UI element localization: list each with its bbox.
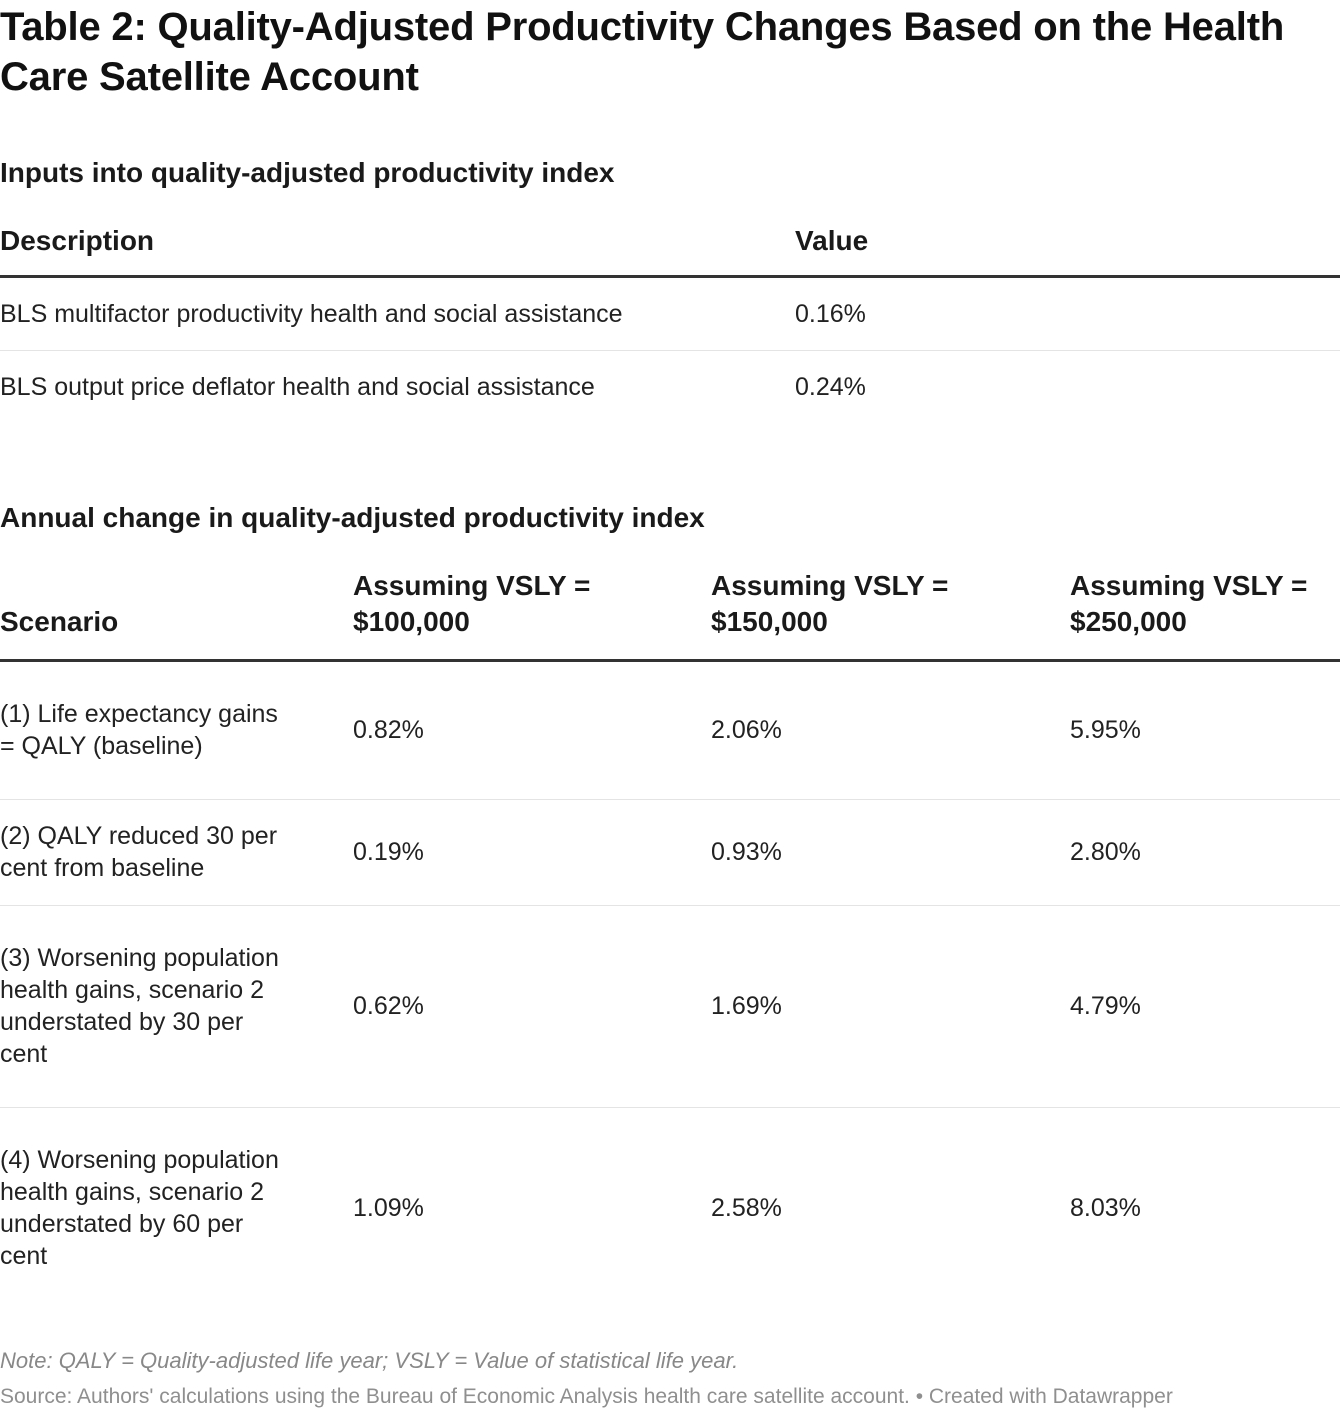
description-cell: BLS output price deflator health and soc… bbox=[0, 373, 595, 402]
table-header-row: Scenario Assuming VSLY = $100,000 Assumi… bbox=[0, 568, 1340, 662]
scenario-label: (4) Worsening population health gains, s… bbox=[0, 1146, 279, 1271]
scenario-cell: (4) Worsening population health gains, s… bbox=[0, 1107, 353, 1309]
inputs-table: Description Value BLS multifactor produc… bbox=[0, 222, 1340, 424]
value-cell: 0.93% bbox=[711, 799, 1070, 906]
description-cell: BLS multifactor productivity health and … bbox=[0, 276, 795, 351]
column-header-value: Value bbox=[795, 222, 1340, 278]
source-credit: Source: Authors' calculations using the … bbox=[0, 1385, 1173, 1408]
table-note: Note: QALY = Quality-adjusted life year;… bbox=[0, 1348, 739, 1373]
value-cell: 0.24% bbox=[795, 373, 866, 402]
column-header-scenario: Scenario bbox=[0, 568, 353, 662]
inputs-table-heading: Inputs into quality-adjusted productivit… bbox=[0, 157, 615, 188]
column-header-label: Assuming VSLY = $250,000 bbox=[1070, 570, 1308, 637]
scenario-cell: (3) Worsening population health gains, s… bbox=[0, 905, 353, 1108]
column-header-label: Assuming VSLY = $150,000 bbox=[711, 570, 949, 637]
column-header-description: Description bbox=[0, 222, 795, 278]
annual-change-table: Scenario Assuming VSLY = $100,000 Assumi… bbox=[0, 568, 1340, 1309]
table-row: (1) Life expectancy gains = QALY (baseli… bbox=[0, 660, 1340, 800]
value-cell: 5.95% bbox=[1070, 660, 1340, 800]
annual-table-heading: Annual change in quality-adjusted produc… bbox=[0, 502, 705, 533]
column-header-vsly-250000: Assuming VSLY = $250,000 bbox=[1070, 568, 1340, 662]
value-cell: 8.03% bbox=[1070, 1194, 1141, 1223]
scenario-label: (3) Worsening population health gains, s… bbox=[0, 944, 279, 1068]
value-cell: 2.58% bbox=[711, 1194, 782, 1223]
table-row: (3) Worsening population health gains, s… bbox=[0, 905, 1340, 1108]
value-cell: 0.62% bbox=[353, 905, 711, 1108]
value-cell: 1.09% bbox=[353, 1194, 424, 1223]
table-row: (2) QALY reduced 30 per cent from baseli… bbox=[0, 799, 1340, 906]
value-cell: 0.82% bbox=[353, 660, 711, 800]
scenario-cell: (2) QALY reduced 30 per cent from baseli… bbox=[0, 799, 353, 906]
column-header-label: Assuming VSLY = $100,000 bbox=[353, 570, 591, 637]
table-row: (4) Worsening population health gains, s… bbox=[0, 1107, 1340, 1309]
column-header-vsly-150000: Assuming VSLY = $150,000 bbox=[711, 568, 1070, 662]
table-row: BLS multifactor productivity health and … bbox=[0, 276, 1340, 351]
scenario-cell: (1) Life expectancy gains = QALY (baseli… bbox=[0, 660, 353, 800]
column-header-vsly-100000: Assuming VSLY = $100,000 bbox=[353, 568, 711, 662]
scenario-label: (2) QALY reduced 30 per cent from baseli… bbox=[0, 822, 278, 882]
value-cell: 0.16% bbox=[795, 276, 1340, 351]
table-row: BLS output price deflator health and soc… bbox=[0, 350, 1340, 424]
value-cell: 2.06% bbox=[711, 660, 1070, 800]
page-title: Table 2: Quality-Adjusted Productivity C… bbox=[0, 5, 1285, 99]
table-header-row: Description Value bbox=[0, 222, 1340, 278]
value-cell: 1.69% bbox=[711, 905, 1070, 1108]
value-cell: 2.80% bbox=[1070, 799, 1340, 906]
value-cell: 0.19% bbox=[353, 799, 711, 906]
value-cell: 4.79% bbox=[1070, 905, 1340, 1108]
scenario-label: (1) Life expectancy gains = QALY (baseli… bbox=[0, 700, 278, 760]
